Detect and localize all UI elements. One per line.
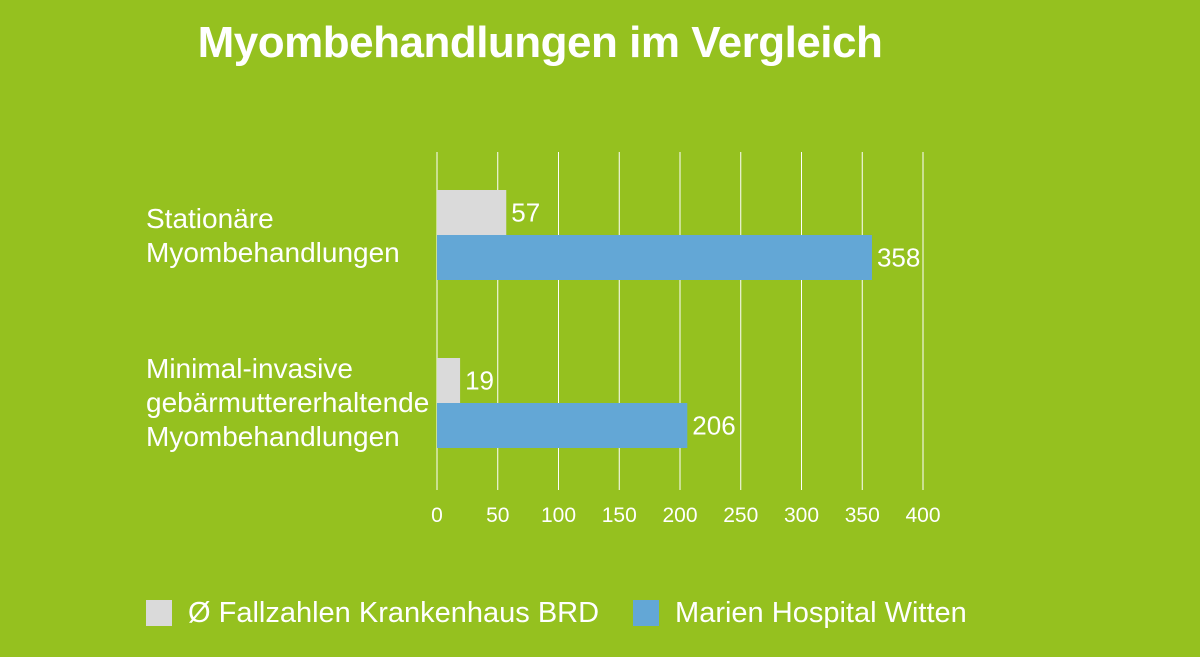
value-label: 19 bbox=[465, 366, 494, 396]
value-label: 358 bbox=[877, 243, 920, 273]
x-tick-label: 150 bbox=[602, 504, 637, 527]
x-tick-label: 50 bbox=[486, 504, 509, 527]
x-tick-label: 200 bbox=[662, 504, 697, 527]
value-label: 57 bbox=[511, 198, 540, 228]
x-tick-label: 300 bbox=[784, 504, 819, 527]
bar bbox=[437, 235, 872, 280]
x-tick-label: 0 bbox=[431, 504, 443, 527]
chart-title: Myombehandlungen im Vergleich bbox=[197, 18, 883, 67]
legend-swatch-brd bbox=[146, 600, 172, 626]
legend-label-brd: Ø Fallzahlen Krankenhaus BRD bbox=[188, 596, 600, 629]
x-tick-label: 100 bbox=[541, 504, 576, 527]
legend-item-brd: Ø Fallzahlen Krankenhaus BRD bbox=[146, 597, 599, 630]
category-label-stationary: Stationäre Myombehandlungen bbox=[146, 203, 400, 268]
legend-swatch-marien bbox=[633, 600, 660, 626]
legend-label-marien: Marien Hospital Witten bbox=[675, 596, 967, 629]
bar bbox=[437, 403, 688, 448]
x-tick-label: 350 bbox=[845, 504, 880, 527]
value-label: 206 bbox=[692, 411, 735, 441]
legend: Ø Fallzahlen Krankenhaus BRD Marien Hosp… bbox=[146, 593, 1001, 633]
x-tick-label: 250 bbox=[723, 504, 758, 527]
bar bbox=[437, 358, 461, 403]
category-label-minimal-invasive: Minimal-invasive gebärmuttererhaltende M… bbox=[146, 353, 430, 452]
bar bbox=[437, 190, 507, 235]
legend-item-marien: Marien Hospital Witten bbox=[633, 597, 967, 630]
x-tick-label: 400 bbox=[905, 504, 940, 527]
